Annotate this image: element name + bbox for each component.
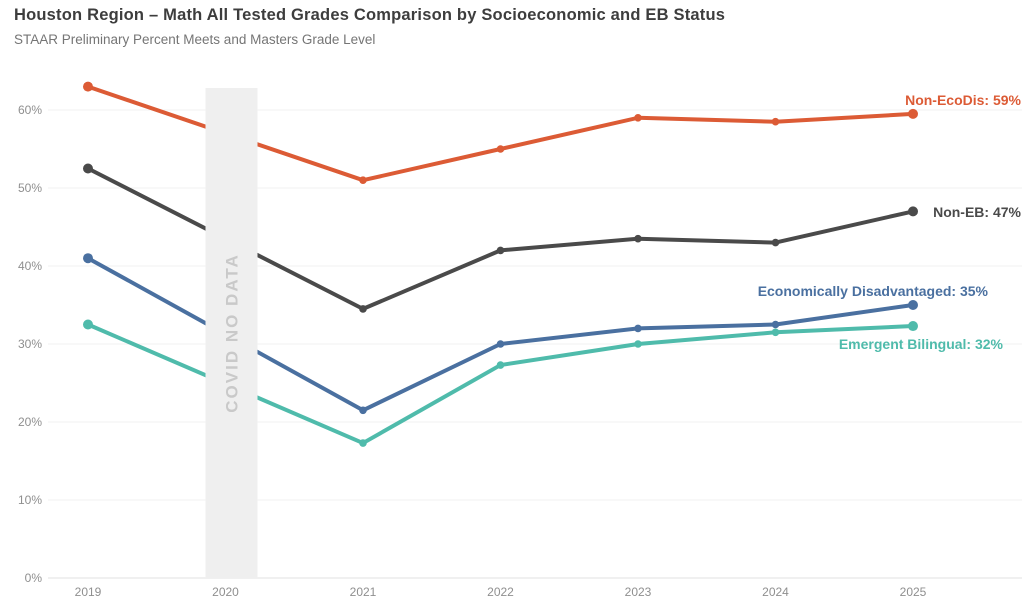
x-tick-label-2024: 2024 (762, 585, 789, 599)
series-end-label-non-eb: Non-EB: 47% (933, 204, 1021, 220)
x-tick-label-2025: 2025 (900, 585, 927, 599)
data-point-emergent-bilingual-2020 (359, 439, 367, 447)
data-point-emergent-bilingual-2022 (634, 340, 642, 348)
x-tick-label-2022: 2022 (487, 585, 514, 599)
data-point-non-ecodis-2024 (908, 108, 918, 119)
data-point-emergent-bilingual-2019 (83, 319, 93, 330)
series-end-label-emergent-bilingual: Emergent Bilingual: 32% (839, 336, 1004, 352)
covid-no-data-label: COVID NO DATA (223, 253, 242, 412)
x-tick-label-2023: 2023 (625, 585, 652, 599)
data-point-economically-disadvantaged-2020 (359, 406, 367, 415)
y-tick-label-20pct: 20% (18, 415, 42, 429)
y-tick-label-50pct: 50% (18, 181, 42, 195)
series-line-non-eb (86, 166, 915, 311)
y-tick-label-0pct: 0% (25, 571, 43, 585)
x-tick-label-2019: 2019 (75, 585, 102, 599)
data-point-non-eb-2024 (908, 206, 918, 217)
chart-subtitle: STAAR Preliminary Percent Meets and Mast… (14, 32, 376, 47)
chart-title: Houston Region – Math All Tested Grades … (14, 6, 726, 24)
series-line-emergent-bilingual (86, 322, 915, 446)
series-end-label-non-ecodis: Non-EcoDis: 59% (905, 92, 1021, 108)
chart-header: Houston Region – Math All Tested Grades … (14, 6, 725, 47)
data-point-emergent-bilingual-2023 (771, 328, 780, 337)
data-point-economically-disadvantaged-2023 (771, 320, 780, 329)
data-point-economically-disadvantaged-2021 (496, 340, 505, 348)
series-end-label-economically-disadvantaged: Economically Disadvantaged: 35% (758, 283, 989, 299)
y-tick-label-30pct: 30% (18, 337, 42, 351)
data-point-non-eb-2019 (83, 163, 93, 174)
data-point-non-ecodis-2020 (359, 176, 367, 184)
data-point-economically-disadvantaged-2024 (908, 300, 918, 310)
data-point-non-ecodis-2019 (83, 81, 93, 92)
data-point-non-ecodis-2021 (496, 145, 505, 153)
data-point-economically-disadvantaged-2022 (634, 324, 642, 333)
data-point-emergent-bilingual-2021 (496, 361, 505, 369)
data-point-emergent-bilingual-2024 (908, 321, 918, 332)
data-point-non-eb-2020 (359, 305, 367, 313)
data-point-non-eb-2021 (496, 246, 505, 255)
data-point-economically-disadvantaged-2019 (83, 253, 93, 264)
y-tick-label-40pct: 40% (18, 259, 42, 273)
series-line-economically-disadvantaged (86, 256, 915, 413)
series-line-non-ecodis (86, 84, 915, 183)
data-point-non-ecodis-2022 (634, 114, 642, 122)
x-tick-label-2021: 2021 (350, 585, 377, 599)
data-point-non-eb-2022 (634, 234, 642, 243)
y-tick-label-60pct: 60% (18, 103, 42, 117)
covid-no-data-band (205, 88, 258, 578)
data-point-non-eb-2023 (771, 238, 780, 247)
x-tick-label-2020: 2020 (212, 585, 239, 599)
y-tick-label-10pct: 10% (18, 493, 42, 507)
data-point-non-ecodis-2023 (771, 117, 780, 126)
